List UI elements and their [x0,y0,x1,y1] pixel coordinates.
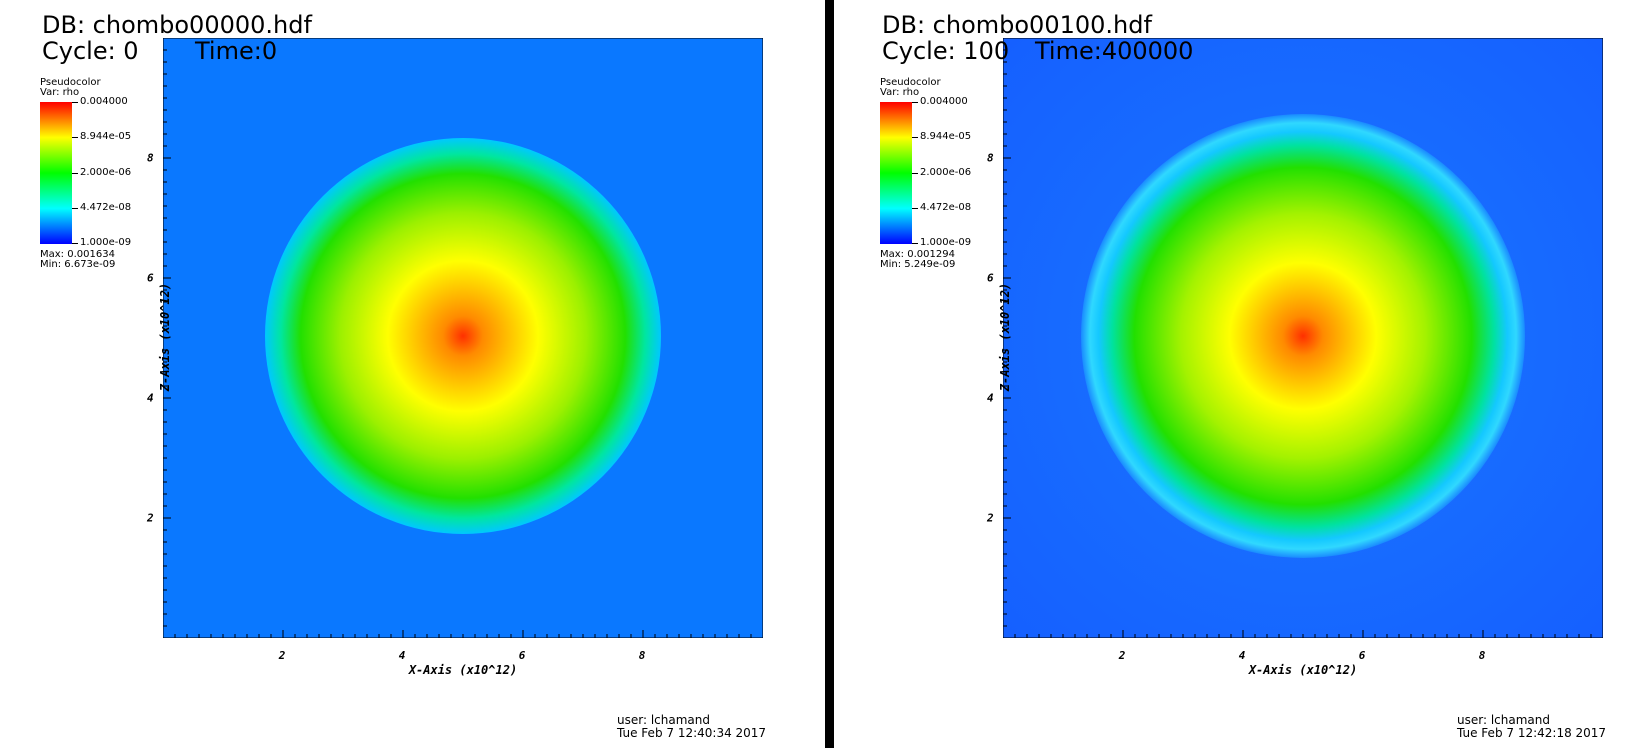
plot-panel-cycle-100: DB: chombo00100.hdf [840,0,1650,748]
colorbar-tick [912,102,918,103]
colorbar-label: 2.000e-06 [80,167,132,178]
colorbar-label: 0.004000 [80,96,128,107]
density-field [1003,38,1603,638]
y-tick-label: 6 [147,271,154,285]
y-axis-title: Z-Axis (x10^12) [998,282,1012,392]
y-tick-label: 6 [987,271,994,285]
colorbar-tick [912,137,918,138]
colorbar-label: 2.000e-06 [920,167,972,178]
color-legend: Pseudocolor Var: rho 0.004000 8.944e-05 … [880,77,990,277]
timestamp-label: Tue Feb 7 12:42:18 2017 [1457,726,1607,740]
x-tick-label: 8 [1478,649,1486,662]
y-tick-label: 2 [987,511,994,525]
colorbar [40,102,72,244]
y-axis-title: Z-Axis (x10^12) [158,282,172,392]
colorbar-tick [72,102,78,103]
pseudocolor-plot[interactable] [163,38,763,638]
colorbar-label: 0.004000 [920,96,968,107]
cycle-label: Cycle: 0 [42,37,139,65]
x-tick-label: 2 [278,649,286,662]
y-tick-label: 4 [147,391,154,405]
y-tick-label: 8 [147,151,154,165]
user-label: user: lchamand [1457,713,1550,727]
x-tick-label: 6 [518,649,526,662]
colorbar-label: 1.000e-09 [920,237,972,248]
colorbar-label: 1.000e-09 [80,237,132,248]
density-field [163,38,763,638]
colorbar-tick [72,243,78,244]
colorbar-tick [912,243,918,244]
pseudocolor-plot[interactable] [1003,38,1603,638]
colorbar-tick [72,208,78,209]
x-tick-label: 2 [1118,649,1126,662]
colorbar-tick [912,173,918,174]
x-tick-label: 6 [1358,649,1366,662]
panel-divider [825,0,834,748]
colorbar-label: 8.944e-05 [920,131,972,142]
legend-min: Min: 6.673e-09 [40,259,116,270]
x-axis-title: X-Axis (x10^12) [1248,663,1358,677]
x-tick-label: 8 [638,649,646,662]
density-sphere [265,138,661,534]
colorbar-label: 4.472e-08 [920,202,972,213]
legend-max: Max: 0.001294 [880,249,955,260]
colorbar-label: 4.472e-08 [80,202,132,213]
cycle-label: Cycle: 100 [882,37,1010,65]
legend-title: Pseudocolor [880,77,941,88]
y-tick-label: 4 [987,391,994,405]
user-label: user: lchamand [617,713,710,727]
colorbar-tick [72,137,78,138]
database-label: DB: chombo00100.hdf [882,11,1152,39]
colorbar-label: 8.944e-05 [80,131,132,142]
axis-ticks [1003,49,1592,638]
density-sphere [1081,114,1525,558]
legend-variable: Var: rho [880,87,920,98]
legend-max: Max: 0.001634 [40,249,115,260]
colorbar-tick [72,173,78,174]
time-label: Time:400000 [1035,37,1194,65]
timestamp-label: Tue Feb 7 12:40:34 2017 [617,726,767,740]
legend-title: Pseudocolor [40,77,101,88]
color-legend: Pseudocolor Var: rho 0.004000 8.944e-05 … [40,77,150,277]
x-tick-label: 4 [398,649,406,662]
plot-panel-cycle-0: DB: chombo00000.hdf Cycle: 0 Time:0 [40,11,767,740]
y-tick-label: 2 [147,511,154,525]
legend-variable: Var: rho [40,87,80,98]
y-tick-label: 8 [987,151,994,165]
colorbar [880,102,912,244]
colorbar-tick [912,208,918,209]
time-label: Time:0 [195,37,278,65]
legend-min: Min: 5.249e-09 [880,259,956,270]
x-tick-label: 4 [1238,649,1246,662]
database-label: DB: chombo00000.hdf [42,11,312,39]
x-axis-title: X-Axis (x10^12) [408,663,518,677]
axis-ticks [163,49,752,638]
